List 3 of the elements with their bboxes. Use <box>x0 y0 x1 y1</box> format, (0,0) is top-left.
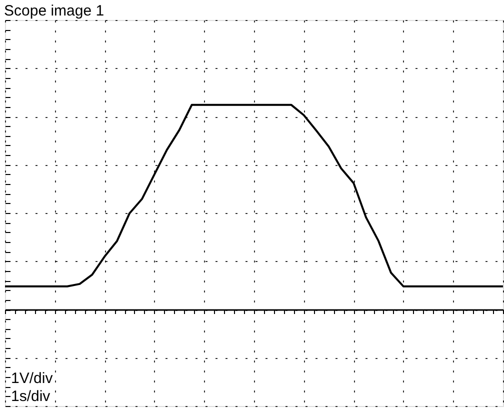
chart-title: Scope image 1 <box>4 2 104 20</box>
text: 1s/div <box>11 388 51 405</box>
text: 1V/div <box>11 370 54 387</box>
